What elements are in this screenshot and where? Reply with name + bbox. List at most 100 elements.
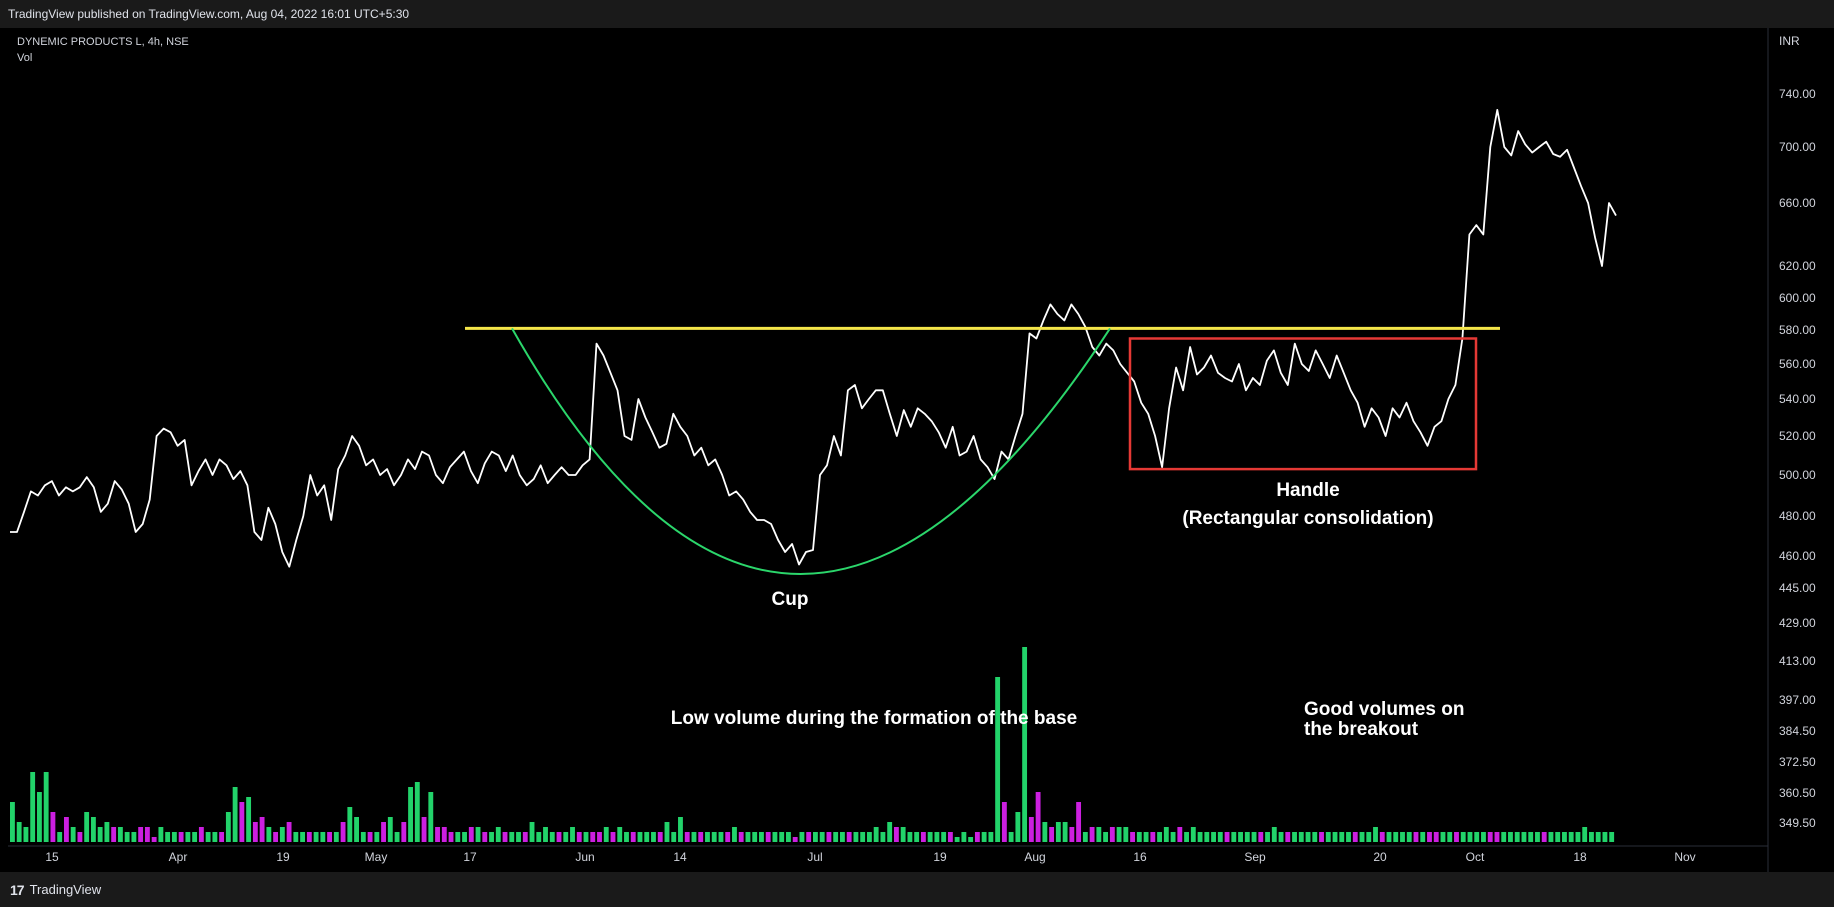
volume-layer [10,647,1615,842]
handle-sublabel: (Rectangular consolidation) [1182,508,1433,529]
volume-bar [1258,832,1264,842]
volume-bar [1602,832,1608,842]
volume-bar [1548,832,1554,842]
volume-bar [691,832,697,842]
volume-bar [239,802,245,842]
volume-bar [1595,832,1601,842]
tradingview-logo-icon[interactable]: 17 [10,881,25,898]
volume-bar [725,832,731,842]
symbol-label[interactable]: DYNEMIC PRODUCTS L, 4h, NSE [17,36,189,48]
volume-bar [293,832,299,842]
volume-bar [718,832,724,842]
time-tick-label: Sep [1244,850,1266,864]
volume-bar [246,797,252,842]
volume-bar [974,832,980,842]
price-tick-label: 560.00 [1779,357,1816,371]
volume-bar [266,827,272,842]
time-tick-label: May [365,850,388,864]
time-tick-label: 18 [1573,850,1587,864]
volume-bar [1035,792,1041,842]
time-tick-label: Jun [575,850,594,864]
volume-bar [617,827,623,842]
volume-bar [947,832,953,842]
time-tick-label: 19 [276,850,290,864]
volume-bar [833,832,839,842]
volume-bar [786,832,791,842]
price-tick-label: 500.00 [1779,468,1816,482]
volume-bar [475,827,481,842]
volume-bar [1224,832,1230,842]
volume-bar [124,832,130,842]
volume-bar [144,827,150,842]
volume-bar [97,827,103,842]
time-tick-label: Aug [1024,850,1045,864]
volume-bar [1386,832,1392,842]
volume-bar [138,827,144,842]
volume-bar [1211,832,1216,842]
volume-bar [232,787,238,842]
volume-indicator-label[interactable]: Vol [17,52,33,64]
volume-bar [185,832,191,842]
volume-bar [104,822,110,842]
volume-bar [1420,832,1426,842]
time-tick-label: 14 [673,850,687,864]
volume-bar [1062,822,1068,842]
time-tick-label: 19 [933,850,947,864]
volume-bar [873,827,879,842]
volume-bar [765,832,771,842]
volume-bar [597,832,602,842]
cup-label: Cup [772,589,809,610]
volume-bar [745,832,751,842]
volume-bar [462,832,467,842]
volume-bar [252,822,258,842]
volume-bar [1305,832,1311,842]
price-tick-label: 429.00 [1779,616,1816,630]
handle-label: Handle [1276,480,1339,501]
time-tick-label: Oct [1466,850,1485,864]
price-tick-label: 384.50 [1779,724,1816,738]
volume-bar [1568,832,1574,842]
volume-bar [637,832,643,842]
volume-bar [934,832,940,842]
volume-bar [1427,832,1432,842]
volume-bar [455,832,461,842]
price-chart[interactable]: 740.00 700.00 660.00 620.00 600.00 580.00 560.… [0,28,1834,872]
volume-bar [1001,802,1007,842]
volume-bar [522,832,528,842]
volume-bar [684,832,690,842]
brand-name[interactable]: TradingView [29,882,102,897]
volume-bar [1379,832,1385,842]
volume-bar [900,827,906,842]
volume-bar [259,817,265,842]
volume-bar [354,817,359,842]
volume-bar [1123,827,1129,842]
volume-bar [286,822,292,842]
volume-bar [806,832,812,842]
low-volume-label: Low volume during the formation of the b… [671,708,1077,729]
volume-bar [1508,832,1513,842]
volume-bar [995,677,1001,842]
volume-bar [300,832,306,842]
chart-area[interactable]: 740.00 700.00 660.00 620.00 600.00 580.00 560.… [0,28,1834,872]
price-tick-label: 520.00 [1779,429,1816,443]
volume-bar [1312,832,1318,842]
volume-bar [738,832,744,842]
volume-bar [1413,832,1419,842]
price-line [10,109,1617,568]
volume-bar [759,832,764,842]
price-tick-label: 349.50 [1779,816,1816,830]
volume-bar [1541,832,1547,842]
volume-bar [468,827,474,842]
volume-bar [1069,827,1075,842]
volume-bar [367,832,373,842]
volume-bar [927,832,933,842]
price-tick-label: 700.00 [1779,140,1816,154]
currency-label: INR [1779,34,1800,48]
volume-bar [151,837,157,842]
volume-bar [1015,812,1021,842]
volume-bar [1096,827,1102,842]
volume-bar [1346,832,1351,842]
volume-bar [1487,832,1493,842]
volume-bar [1501,832,1507,842]
volume-bar [583,832,589,842]
